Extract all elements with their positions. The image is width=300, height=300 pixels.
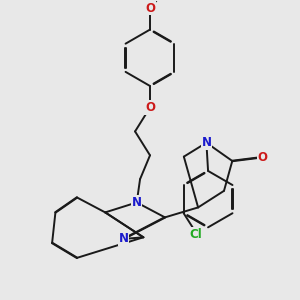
Text: Cl: Cl xyxy=(189,228,202,241)
Text: O: O xyxy=(257,151,267,164)
Text: O: O xyxy=(145,101,155,114)
Text: O: O xyxy=(145,2,155,14)
Text: N: N xyxy=(132,196,142,209)
Text: N: N xyxy=(118,232,128,245)
Text: N: N xyxy=(201,136,212,149)
